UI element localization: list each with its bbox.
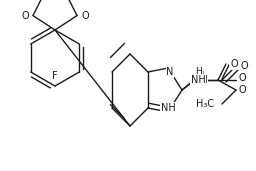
Text: F: F xyxy=(52,71,58,81)
Text: O: O xyxy=(238,73,246,83)
Text: NH: NH xyxy=(161,103,175,113)
Text: O: O xyxy=(230,59,238,69)
Text: F: F xyxy=(52,71,58,81)
Text: H: H xyxy=(196,67,202,76)
Text: O: O xyxy=(21,11,29,21)
Text: N: N xyxy=(166,67,174,77)
Text: H₃C: H₃C xyxy=(196,99,214,109)
Text: NH: NH xyxy=(191,75,205,85)
Text: H: H xyxy=(197,71,203,80)
Text: N: N xyxy=(166,67,174,77)
Text: O: O xyxy=(81,11,89,21)
Text: NH: NH xyxy=(193,75,207,85)
Text: NH: NH xyxy=(161,103,175,113)
Text: O: O xyxy=(240,61,248,71)
Text: O: O xyxy=(238,85,246,95)
Text: O: O xyxy=(21,11,29,21)
Text: O: O xyxy=(81,11,89,21)
